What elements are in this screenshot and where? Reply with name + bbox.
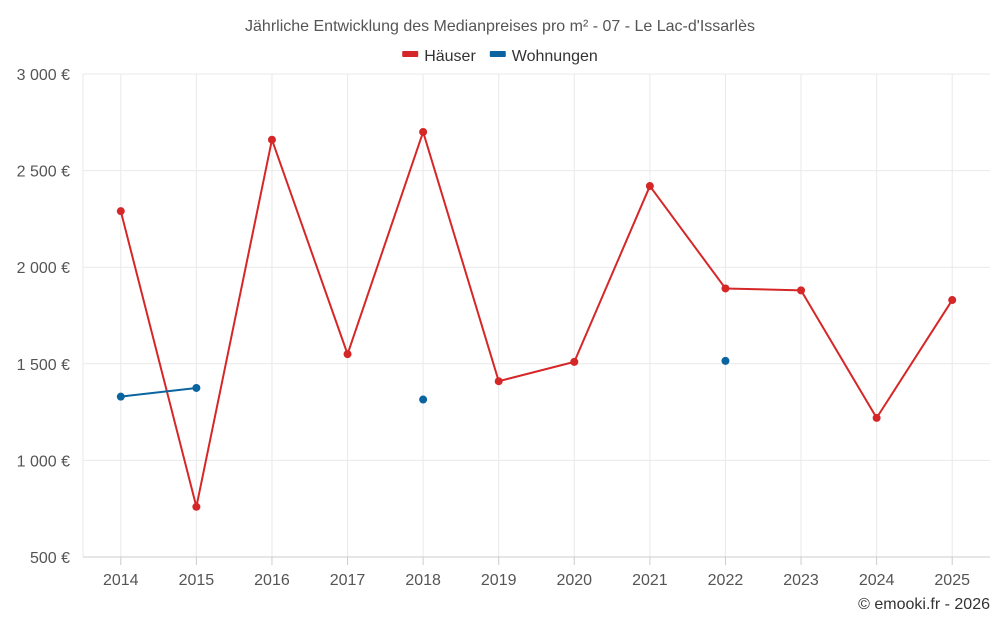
data-point (721, 284, 730, 293)
x-tick-label: 2019 (481, 572, 517, 589)
grid (82, 73, 990, 557)
legend-label: Wohnungen (512, 48, 598, 65)
y-tick-label: 1 500 € (17, 357, 70, 374)
y-tick-label: 2 500 € (17, 164, 70, 181)
y-tick-label: 500 € (30, 550, 70, 567)
x-tick-label: 2022 (708, 572, 744, 589)
data-point (570, 357, 579, 366)
x-tick-label: 2018 (405, 572, 441, 589)
series-line (119, 130, 954, 508)
data-point (721, 356, 730, 365)
x-tick-label: 2016 (254, 572, 290, 589)
series-h-user (116, 127, 957, 511)
data-point (419, 127, 428, 136)
y-axis: 500 € 1 000 € 1 500 € 2 000 € 2 500 € 3 000 € (17, 67, 70, 567)
x-tick-label: 2015 (179, 572, 215, 589)
y-tick-label: 2 000 € (17, 260, 70, 277)
data-point (116, 207, 125, 216)
series-wohnungen (116, 356, 730, 404)
x-tick-label: 2014 (103, 572, 139, 589)
y-tick-label: 1 000 € (17, 453, 70, 470)
legend-label: Häuser (424, 48, 476, 65)
data-point (192, 383, 201, 392)
x-tick-label: 2025 (934, 572, 970, 589)
credit-text: © emooki.fr - 2026 (858, 596, 990, 613)
data-point (494, 377, 503, 386)
plot-area (116, 127, 957, 511)
data-point (872, 413, 881, 422)
chart-title: Jährliche Entwicklung des Medianpreises … (245, 18, 755, 35)
x-tick-label: 2020 (556, 572, 592, 589)
data-point (797, 286, 806, 295)
data-point (948, 296, 957, 305)
legend-swatch (489, 51, 506, 57)
x-tick-label: 2021 (632, 572, 668, 589)
y-tick-label: 3 000 € (17, 67, 70, 84)
x-tick-label: 2023 (783, 572, 819, 589)
data-point (343, 350, 352, 359)
x-tick-label: 2024 (859, 572, 895, 589)
series-line (120, 386, 197, 398)
x-tick-label: 2017 (330, 572, 366, 589)
x-axis: 2014 2015 2016 2017 2018 2019 2020 2021 2022 2023… (83, 556, 990, 589)
legend: Häuser Wohnungen (402, 48, 598, 65)
data-point (419, 395, 428, 404)
data-point (192, 502, 201, 511)
data-point (645, 182, 654, 191)
data-point (116, 392, 125, 401)
legend-swatch (402, 51, 419, 57)
data-point (267, 135, 276, 144)
